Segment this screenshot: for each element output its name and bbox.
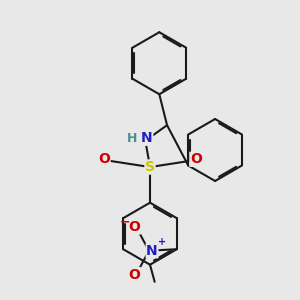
Text: S: S xyxy=(145,160,155,174)
Text: H: H xyxy=(127,132,137,145)
Text: O: O xyxy=(128,220,140,234)
Text: N: N xyxy=(146,244,158,258)
Text: −: − xyxy=(120,215,130,228)
Text: +: + xyxy=(158,237,166,247)
Text: N: N xyxy=(141,131,153,145)
Text: O: O xyxy=(128,268,140,282)
Text: O: O xyxy=(98,152,110,166)
Text: O: O xyxy=(190,152,202,166)
